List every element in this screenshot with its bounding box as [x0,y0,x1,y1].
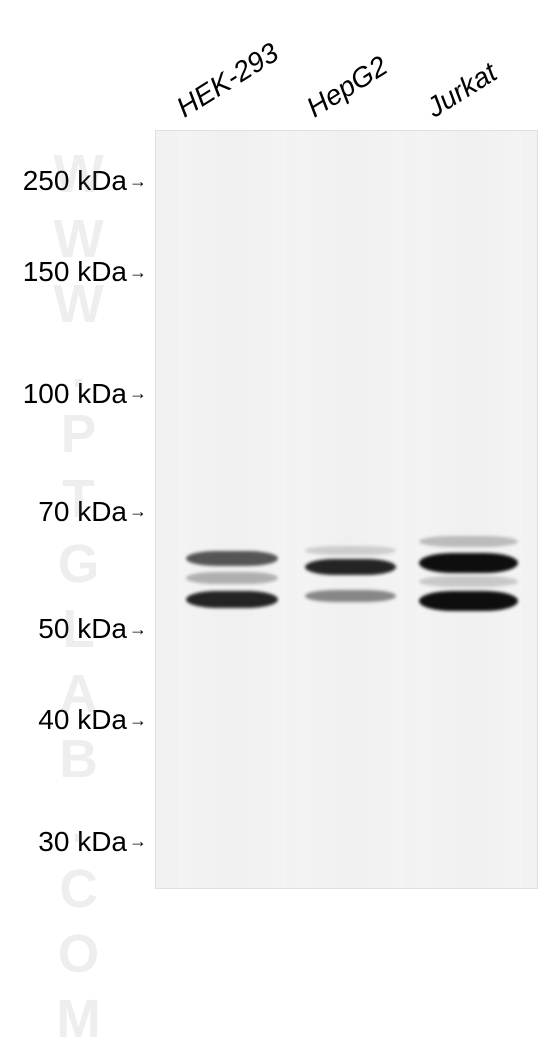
protein-band [305,546,396,555]
mw-marker: 30 kDa→ [38,826,147,858]
protein-band [419,591,518,611]
arrow-right-icon: → [129,619,147,640]
arrow-right-icon: → [129,383,147,404]
mw-marker: 250 kDa→ [23,165,147,197]
protein-band [186,551,277,566]
mw-marker-label: 150 kDa [23,256,127,288]
lane-label: HepG2 [301,50,393,124]
mw-marker-label: 250 kDa [23,165,127,197]
mw-marker-label: 70 kDa [38,496,127,528]
mw-marker-label: 100 kDa [23,378,127,410]
lane-label: HEK-293 [171,37,284,124]
protein-band [305,590,396,602]
arrow-right-icon: → [129,501,147,522]
blot-lane [415,131,522,888]
mw-marker-label: 30 kDa [38,826,127,858]
protein-band [186,572,277,584]
mw-marker: 100 kDa→ [23,378,147,410]
lane-labels-area: HEK-293HepG2 Jurkat [0,0,550,130]
marker-labels-area: 250 kDa→150 kDa→100 kDa→70 kDa→50 kDa→40… [0,130,155,889]
protein-band [419,576,518,587]
western-blot-figure: HEK-293HepG2Jurkat 250 kDa→150 kDa→100 k… [0,0,550,903]
mw-marker: 40 kDa→ [38,704,147,736]
blot-lane [297,131,404,888]
mw-marker-label: 50 kDa [38,613,127,645]
arrow-right-icon: → [129,171,147,192]
arrow-right-icon: → [129,710,147,731]
protein-band [305,559,396,576]
protein-band [419,536,518,547]
mw-marker: 70 kDa→ [38,496,147,528]
arrow-right-icon: → [129,262,147,283]
protein-band [419,553,518,573]
blot-lane [179,131,286,888]
mw-marker-label: 40 kDa [38,704,127,736]
protein-band [186,591,277,608]
mw-marker: 150 kDa→ [23,256,147,288]
lane-label: Jurkat [421,56,503,124]
arrow-right-icon: → [129,831,147,852]
blot-membrane [155,130,538,889]
mw-marker: 50 kDa→ [38,613,147,645]
